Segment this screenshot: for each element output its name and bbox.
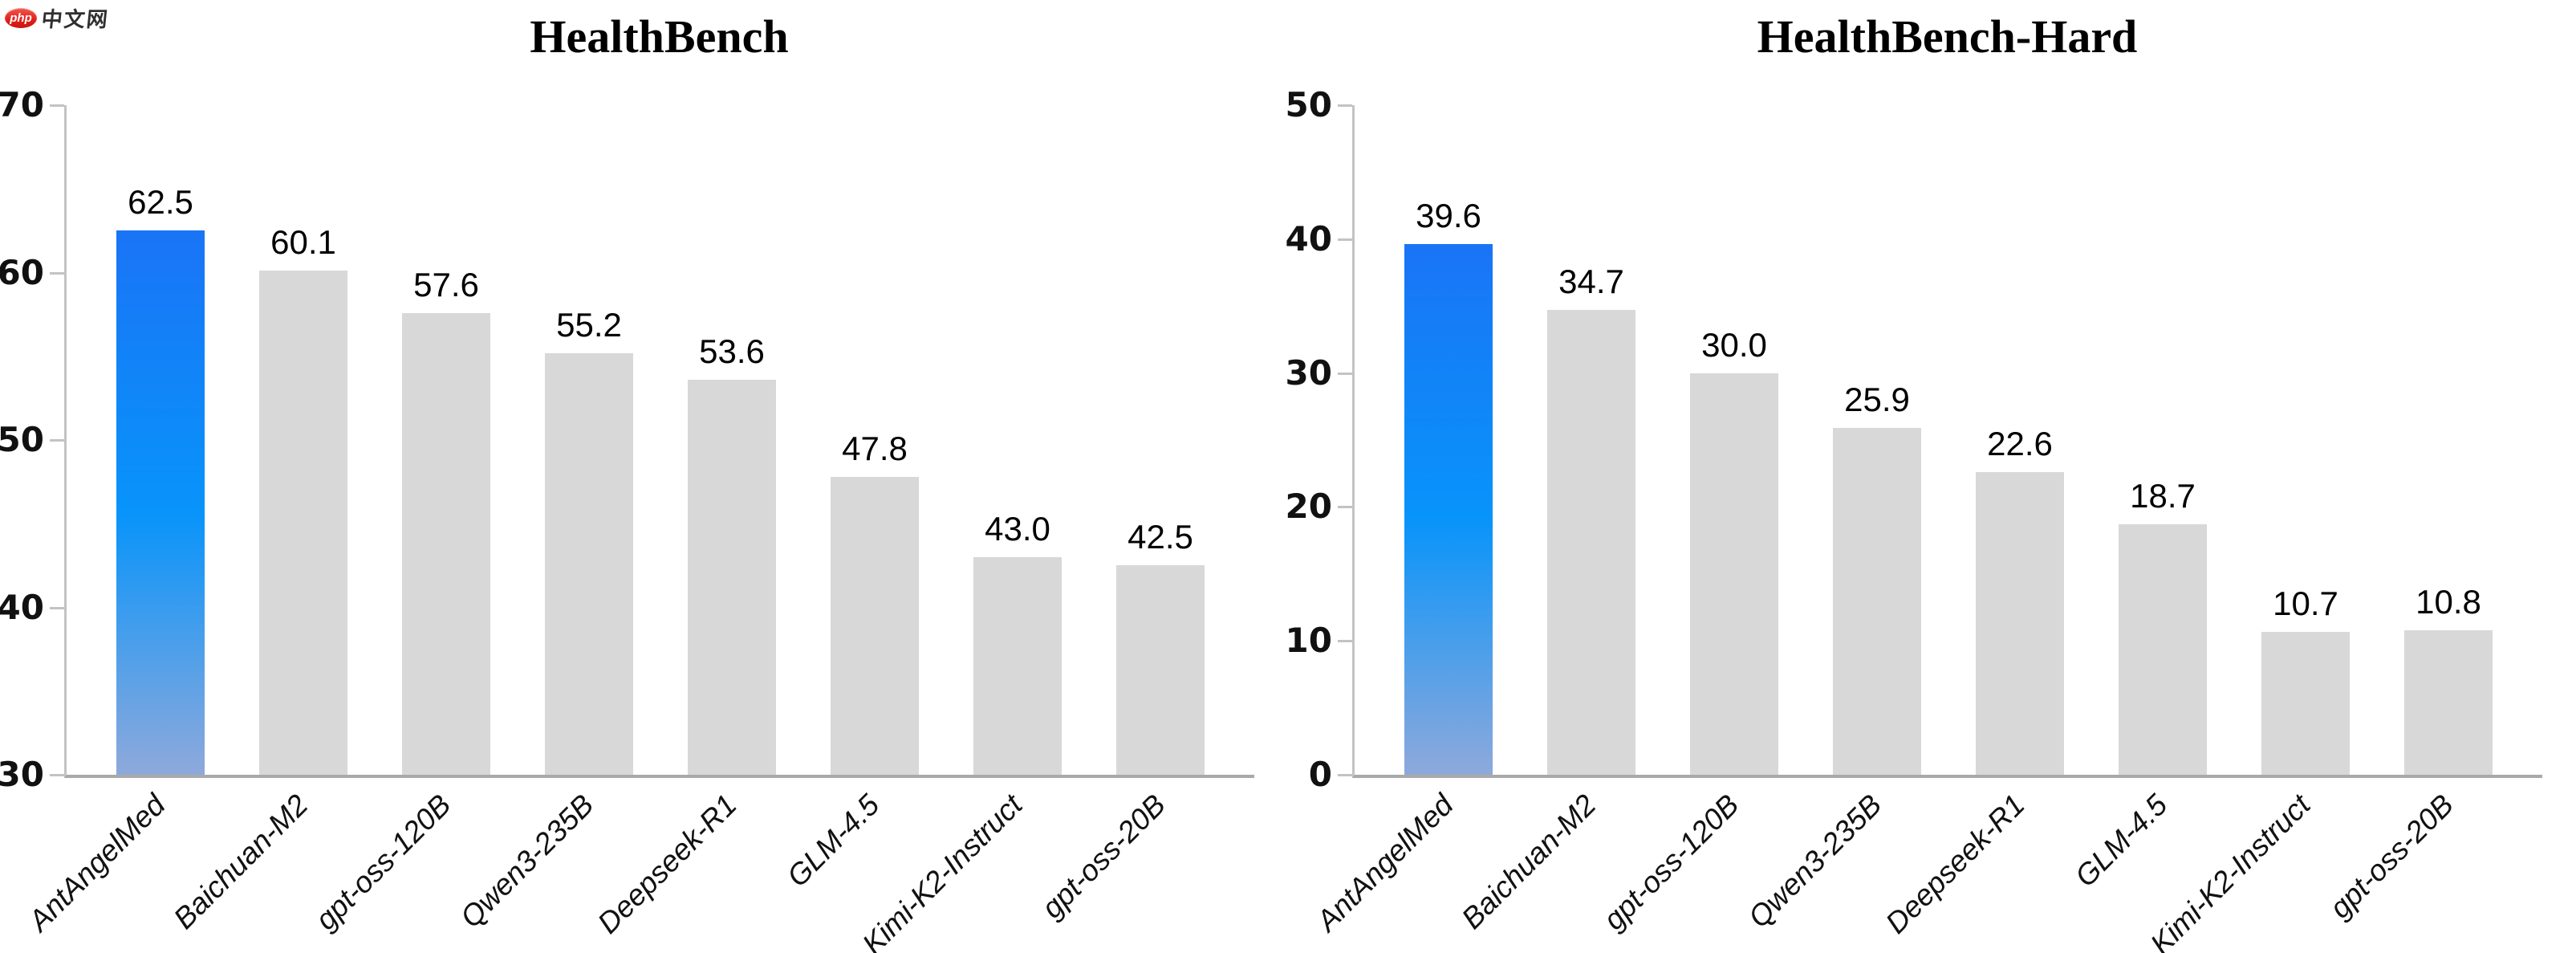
bar — [401, 312, 491, 775]
y-axis-tick-mark — [1338, 774, 1352, 776]
y-axis-tick-mark — [1338, 238, 1352, 241]
y-axis-tick-mark — [1338, 104, 1352, 107]
y-axis-tick-label: 50 — [1285, 85, 1332, 124]
y-axis-tick-label: 0 — [1308, 755, 1332, 794]
x-axis-category-label: Deepseek-R1 — [591, 788, 743, 940]
x-axis-category-label: Baichuan-M2 — [167, 788, 315, 935]
bar-value-label: 43.0 — [985, 509, 1050, 548]
bar-highlighted — [1404, 244, 1493, 775]
bar — [830, 476, 920, 775]
bar — [1975, 472, 2065, 775]
bar-value-label: 62.5 — [128, 183, 193, 222]
x-axis-category-label: GLM-4.5 — [2068, 788, 2174, 894]
bar — [258, 271, 348, 775]
y-axis-tick-mark — [50, 439, 64, 442]
php-site-logo: php 中文网 — [5, 3, 111, 33]
bar — [2261, 631, 2350, 775]
y-axis-tick-label: 50 — [0, 420, 44, 459]
bar — [1689, 373, 1779, 775]
x-axis-category-label: Baichuan-M2 — [1455, 788, 1603, 935]
bar-slot: 25.9 Qwen3-235B — [1742, 105, 1948, 934]
bar-slot: 53.6 Deepseek-R1 — [591, 105, 803, 940]
y-axis-tick-label: 60 — [0, 252, 44, 292]
bar-value-label: 10.7 — [2273, 584, 2338, 622]
bar-slot: 34.7 Baichuan-M2 — [1455, 105, 1663, 935]
bar-slot: 47.8 GLM-4.5 — [781, 105, 946, 893]
bar-value-label: 18.7 — [2130, 477, 2196, 515]
bar — [973, 556, 1062, 775]
bar-value-label: 42.5 — [1128, 518, 1193, 556]
bar — [1546, 310, 1636, 775]
y-axis-tick-mark — [50, 606, 64, 609]
y-axis-tick-mark — [1338, 506, 1352, 509]
bars-row: 62.5 AntAngelMed 60.1 Baichuan-M2 57.6 gpt-os… — [22, 105, 1254, 953]
bar — [2403, 629, 2493, 775]
y-axis-tick-label: 40 — [1285, 218, 1332, 259]
bar — [1832, 428, 1922, 775]
bar-slot: 39.6 AntAngelMed — [1310, 105, 1520, 938]
bar-slot: 30.0 gpt-oss-120B — [1597, 105, 1806, 936]
x-axis-category-label: gpt-oss-20B — [2322, 788, 2460, 925]
plot-area: 62.5 AntAngelMed 60.1 Baichuan-M2 57.6 gpt-os… — [0, 88, 1254, 953]
y-axis-tick-label: 40 — [0, 587, 44, 627]
bar-value-label: 25.9 — [1844, 381, 1910, 418]
y-axis-tick-mark — [50, 774, 64, 776]
bar-slot: 57.6 gpt-oss-120B — [309, 105, 518, 936]
bar-slot: 43.0 Kimi-K2-Instruct — [856, 105, 1089, 953]
bar-value-label: 34.7 — [1558, 263, 1624, 301]
bar-slot: 62.5 AntAngelMed — [22, 105, 232, 938]
bar — [687, 379, 777, 775]
bar-value-label: 10.8 — [2416, 582, 2481, 621]
bar-value-label: 57.6 — [413, 265, 479, 303]
bar-slot: 60.1 Baichuan-M2 — [167, 105, 375, 935]
bar-value-label: 39.6 — [1416, 197, 1481, 235]
bars-row: 39.6 AntAngelMed 34.7 Baichuan-M2 30.0 gpt-os… — [1310, 105, 2542, 953]
x-axis-category-label: AntAngelMed — [22, 788, 172, 938]
bar — [2118, 524, 2208, 775]
x-axis-category-label: GLM-4.5 — [780, 788, 886, 894]
bar-value-label: 30.0 — [1701, 325, 1767, 364]
bar-slot: 10.8 gpt-oss-20B — [2323, 105, 2520, 925]
y-axis-tick-label: 10 — [1285, 621, 1332, 661]
y-axis-tick-label: 20 — [1285, 487, 1332, 527]
bar — [1115, 565, 1205, 775]
bar-highlighted — [116, 230, 205, 775]
bar-value-label: 53.6 — [699, 332, 765, 370]
y-axis-tick-mark — [50, 271, 64, 275]
chart-healthbench-hard: HealthBench-Hard 39.6 AntAngelMed 34.7 Baic… — [1286, 0, 2576, 953]
x-axis-category-label: Qwen3-235B — [453, 788, 600, 935]
bar-value-label: 47.8 — [842, 429, 908, 467]
bar-slot: 42.5 gpt-oss-20B — [1035, 105, 1232, 925]
chart-title: HealthBench — [530, 10, 789, 63]
chart-healthbench: HealthBench 62.5 AntAngelMed 60.1 Baichuan-… — [0, 10, 1254, 953]
y-axis-tick-label: 70 — [0, 85, 44, 124]
bar-slot: 22.6 Deepseek-R1 — [1879, 105, 2091, 940]
bar-value-label: 22.6 — [1987, 425, 2053, 463]
x-axis-category-label: gpt-oss-20B — [1034, 788, 1172, 925]
x-axis-category-label: AntAngelMed — [1310, 788, 1460, 938]
bar-slot: 18.7 GLM-4.5 — [2069, 105, 2234, 893]
chart-title: HealthBench-Hard — [1757, 10, 2138, 63]
bar-slot: 55.2 Qwen3-235B — [454, 105, 660, 934]
php-logo-site-name: 中文网 — [40, 8, 111, 32]
x-axis-category-label: gpt-oss-120B — [1596, 788, 1745, 937]
x-axis-category-label: Deepseek-R1 — [1879, 788, 2031, 940]
bar-value-label: 55.2 — [556, 305, 622, 344]
bar-value-label: 60.1 — [270, 223, 336, 262]
y-axis-tick-mark — [1338, 640, 1352, 643]
y-axis-tick-mark — [1338, 372, 1352, 375]
php-logo-badge-icon: php — [5, 8, 37, 28]
x-axis-category-label: gpt-oss-120B — [308, 788, 457, 937]
plot-area: 39.6 AntAngelMed 34.7 Baichuan-M2 30.0 gpt-os… — [1286, 88, 2542, 953]
y-axis-tick-label: 30 — [0, 755, 44, 794]
y-axis-tick-label: 30 — [1285, 352, 1332, 393]
y-axis-tick-mark — [50, 104, 64, 107]
bar — [544, 352, 634, 775]
bar-slot: 10.7 Kimi-K2-Instruct — [2144, 105, 2377, 953]
x-axis-category-label: Qwen3-235B — [1741, 788, 1888, 935]
